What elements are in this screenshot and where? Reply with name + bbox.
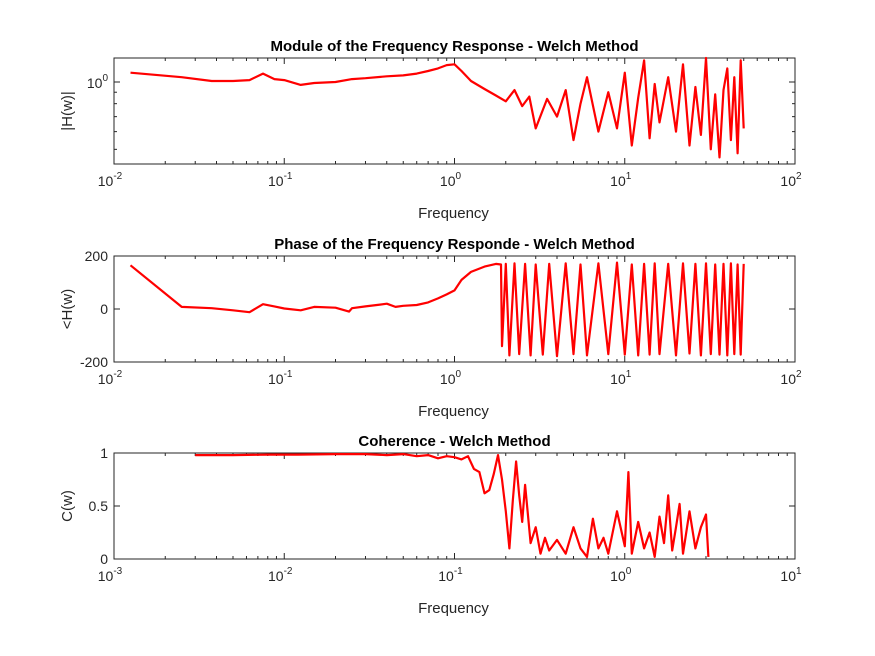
chart-title: Phase of the Frequency Responde - Welch …	[274, 236, 635, 253]
y-tick-label: 0	[100, 551, 108, 567]
x-tick-label: 10-1	[268, 369, 293, 387]
y-tick-label: 0	[100, 301, 108, 317]
y-axis-label: <H(w)	[59, 289, 76, 329]
x-tick-label: 10-2	[98, 369, 123, 387]
x-tick-label: 102	[780, 171, 802, 189]
y-tick-label: 0.5	[89, 498, 109, 514]
x-tick-label: 10-3	[98, 566, 123, 584]
x-tick-label: 10-1	[438, 566, 463, 584]
y-tick-label: -200	[80, 354, 108, 370]
x-axis-label: Frequency	[418, 205, 489, 222]
x-tick-label: 100	[440, 369, 462, 387]
x-tick-label: 101	[610, 369, 632, 387]
y-axis-label: C(w)	[59, 490, 76, 522]
series-line	[195, 453, 710, 559]
x-tick-label: 102	[780, 369, 802, 387]
x-tick-label: 10-2	[98, 171, 123, 189]
x-axis-label: Frequency	[418, 600, 489, 617]
subplot-1: 10-2 10-1 100 101 102 100 Module of the Freque…	[59, 38, 802, 222]
chart-title: Coherence - Welch Method	[358, 433, 550, 450]
chart-title: Module of the Frequency Response - Welch…	[270, 38, 638, 55]
x-tick-label: 10-1	[268, 171, 293, 189]
x-axis-label: Frequency	[418, 403, 489, 420]
subplot-3: 10-3 10-2 10-1 100 101 1 0.5 0 Coherence - Welch…	[59, 433, 802, 617]
subplot-2: 10-2 10-1 100 101 102 200 0 -200 Phase of the Fr…	[59, 236, 802, 420]
x-tick-label: 100	[440, 171, 462, 189]
y-axis-label: |H(w)|	[59, 91, 76, 130]
x-tick-label: 10-2	[268, 566, 293, 584]
x-tick-label: 100	[610, 566, 632, 584]
series-line	[130, 56, 745, 159]
y-tick-label: 1	[100, 445, 108, 461]
y-tick-label: 200	[85, 248, 109, 264]
axes-box	[113, 452, 796, 560]
x-tick-label: 101	[780, 566, 802, 584]
series-line	[129, 261, 745, 358]
y-tick-label: 100	[87, 73, 109, 91]
x-tick-label: 101	[610, 171, 632, 189]
